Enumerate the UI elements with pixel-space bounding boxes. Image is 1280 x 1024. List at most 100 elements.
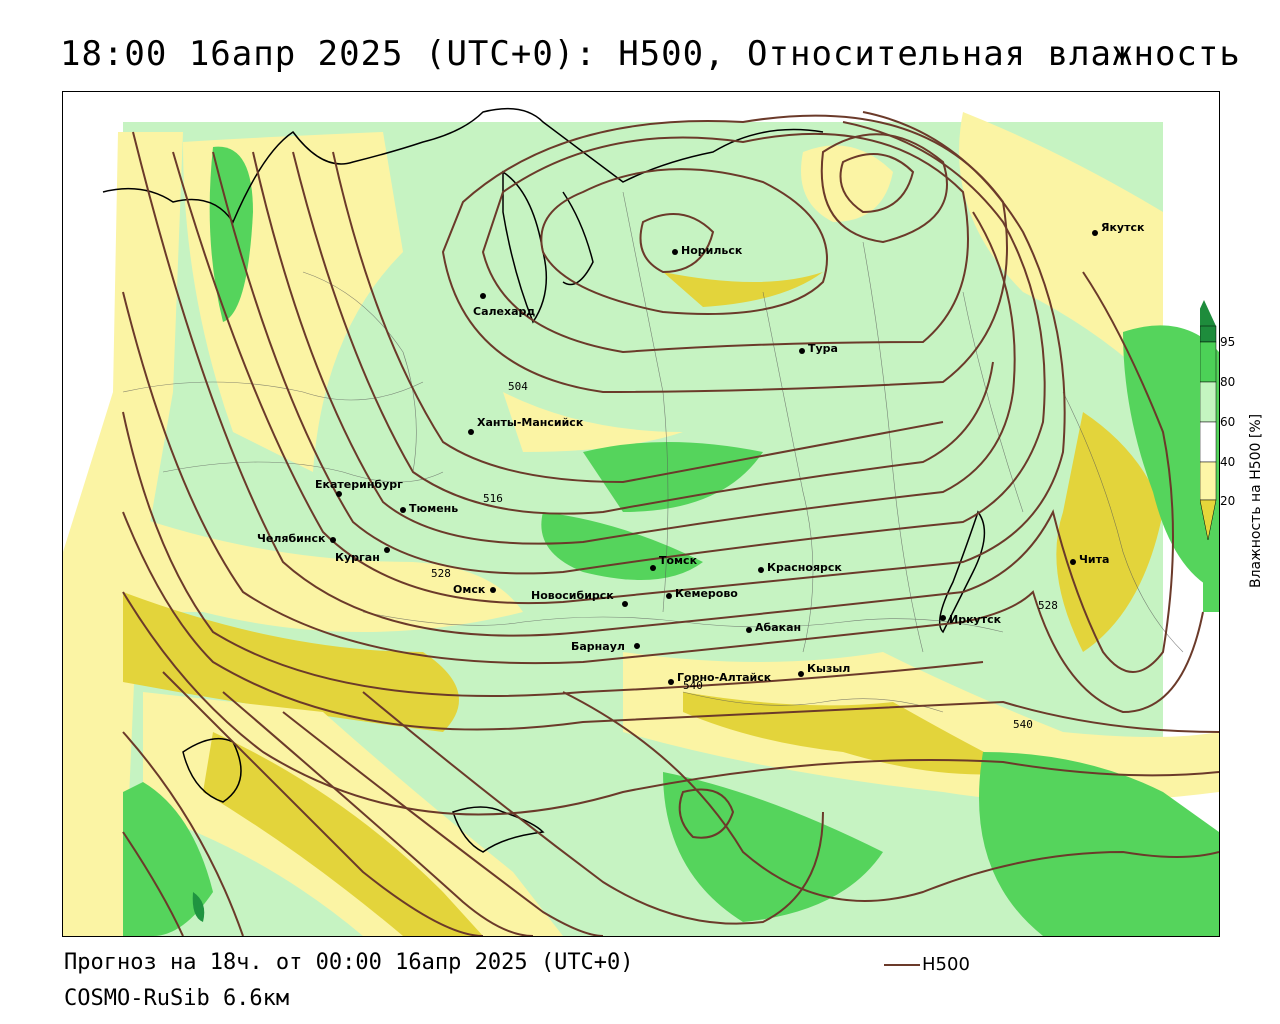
city-marker: Томск (650, 554, 698, 571)
humidity-colorbar: 95 80 60 40 20 (1200, 300, 1235, 541)
h500-legend-label: H500 (922, 954, 970, 975)
moist-area-kola (209, 146, 253, 322)
contour-line (212, 121, 1046, 575)
moist-strong-cell (192, 892, 205, 922)
contour-line (252, 151, 1016, 545)
contour-line (122, 731, 244, 936)
contour-line (282, 711, 604, 936)
contour-line (222, 691, 534, 936)
svg-text:Салехард: Салехард (473, 305, 535, 318)
city-marker: Чита (1070, 553, 1109, 566)
city-marker: Салехард (473, 293, 535, 318)
contour-line (122, 591, 1219, 816)
contour-label: 540 (683, 679, 703, 692)
city-marker: Ханты-Мансийск (468, 416, 584, 435)
colorbar-tick: 60 (1220, 415, 1235, 429)
svg-text:Екатеринбург: Екатеринбург (315, 478, 403, 491)
contour-label: 528 (1038, 599, 1058, 612)
contour-line (441, 114, 1008, 394)
dry-cell-north (801, 145, 893, 222)
map-canvas: 504 516 528 528 540 540 Норильск Якутск … (63, 92, 1219, 936)
svg-text:Иркутск: Иркутск (949, 613, 1002, 626)
colorbar-tick: 95 (1220, 335, 1235, 349)
city-marker: Тюмень (400, 502, 458, 515)
contour-line (540, 168, 828, 315)
svg-text:Кемерово: Кемерово (675, 587, 738, 600)
svg-text:Тура: Тура (808, 342, 838, 355)
svg-text:Курган: Курган (335, 551, 380, 564)
contour-line (172, 111, 1066, 605)
city-marker: Екатеринбург (315, 478, 403, 497)
dry-band-ural (123, 512, 523, 632)
contour-line (162, 671, 484, 936)
caspian-sea-outline (182, 737, 242, 803)
colorbar-segment (1200, 499, 1217, 541)
domain-mask (63, 92, 1219, 122)
contour-line (122, 411, 984, 697)
admin-borders (122, 191, 1184, 713)
colorbar-segment (1200, 421, 1217, 463)
svg-text:Норильск: Норильск (681, 244, 743, 257)
h500-legend-line (884, 964, 920, 966)
city-marker: Кызыл (798, 662, 850, 677)
colorbar-tick: 20 (1220, 494, 1235, 508)
map-title: 18:00 16апр 2025 (UTC+0): H500, Относите… (60, 34, 1241, 74)
balkhash-outline (452, 806, 545, 853)
colorbar-segment (1200, 461, 1217, 501)
contour-line (820, 133, 948, 244)
cities: Норильск Якутск Салехард Тура Ханты-Манс… (257, 221, 1145, 685)
city-marker: Абакан (746, 621, 801, 634)
dry-streak-taimyr (663, 272, 823, 307)
svg-text:Красноярск: Красноярск (767, 561, 842, 574)
contour-line (639, 213, 715, 274)
city-marker: Новосибирск (531, 589, 628, 607)
svg-text:Барнаул: Барнаул (571, 640, 625, 653)
colorbar-title: Влажность на H500 [%] (1248, 413, 1264, 588)
svg-text:Томск: Томск (659, 554, 698, 567)
dry-streak-urengoy (503, 392, 683, 452)
svg-text:Тюмень: Тюмень (409, 502, 458, 515)
boundaries (102, 107, 986, 853)
city-marker: Челябинск (257, 532, 336, 545)
moist-area-southwest (123, 782, 213, 936)
contour-line (678, 788, 735, 839)
contour-line (122, 831, 184, 936)
contour-line (562, 691, 1219, 902)
svg-text:Чита: Чита (1079, 553, 1109, 566)
contour-line (481, 132, 969, 354)
city-marker: Горно-Алтайск (668, 671, 772, 685)
city-marker: Барнаул (571, 640, 640, 653)
colorbar-segment (1200, 300, 1216, 326)
contour-label: 528 (431, 567, 451, 580)
contour-line (332, 151, 944, 484)
svg-text:Новосибирск: Новосибирск (531, 589, 614, 602)
city-marker: Красноярск (758, 561, 842, 574)
weather-map: 504 516 528 528 540 540 Норильск Якутск … (62, 91, 1220, 937)
city-marker: Омск (453, 583, 496, 596)
svg-text:Кызыл: Кызыл (807, 662, 850, 675)
colorbar-segment (1200, 325, 1217, 343)
dry-strong-band-south (123, 592, 459, 732)
colorbar-segment (1200, 381, 1217, 423)
contour-line (132, 131, 1174, 673)
model-name: COSMO-RuSib 6.6км (64, 986, 290, 1011)
svg-text:Челябинск: Челябинск (257, 532, 326, 545)
colorbar-segment (1200, 341, 1217, 383)
svg-text:Ханты-Мансийск: Ханты-Мансийск (477, 416, 584, 429)
contour-labels: 504 516 528 528 540 540 (431, 380, 1058, 731)
contour-line (362, 691, 824, 925)
city-marker: Кемерово (666, 587, 738, 600)
moist-area-mongolia (663, 772, 883, 922)
moist-area-tomsk (541, 512, 703, 580)
svg-text:Горно-Алтайск: Горно-Алтайск (677, 671, 772, 684)
svg-text:Якутск: Якутск (1101, 221, 1145, 234)
city-marker: Якутск (1092, 221, 1145, 236)
dry-strong-zabaikalye (1056, 412, 1163, 652)
contour-label: 540 (1013, 718, 1033, 731)
contour-line (839, 153, 915, 214)
moist-area-southeast (979, 752, 1219, 936)
contour-line (122, 291, 1204, 714)
city-marker: Норильск (672, 244, 743, 257)
contour-label: 504 (508, 380, 528, 393)
contour-line (122, 511, 1219, 733)
